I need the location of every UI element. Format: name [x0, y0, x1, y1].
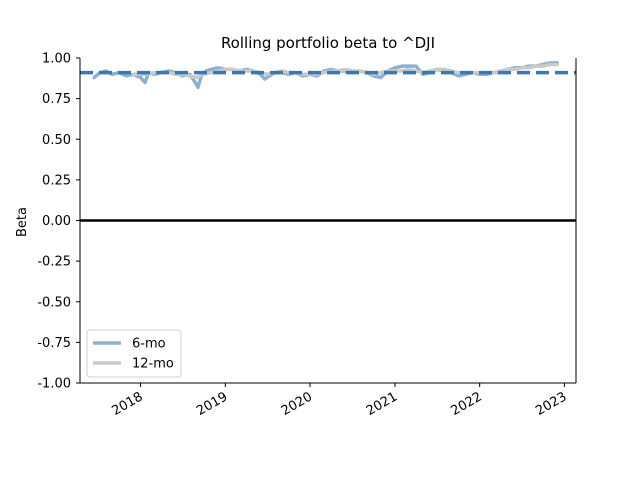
y-tick-label: -0.75 [37, 336, 71, 351]
legend-label-6-mo: 6-mo [132, 337, 166, 352]
x-tick-label: 2019 [194, 389, 230, 419]
y-tick-label: 1.00 [42, 52, 71, 67]
series-layer [92, 61, 559, 90]
y-tick-label: 0.00 [42, 214, 71, 229]
chart-title: Rolling portfolio beta to ^DJI [221, 34, 435, 52]
y-tick-label: 0.25 [42, 173, 71, 188]
series-line-6-mo [92, 61, 559, 90]
x-tick-label: 2020 [279, 389, 315, 419]
legend: 6-mo 12-mo [86, 329, 182, 378]
x-axis-ticks: 2018 2019 2020 2021 2022 2023 [109, 383, 569, 419]
legend-label-12-mo: 12-mo [132, 357, 174, 372]
x-tick-label: 2023 [533, 389, 569, 419]
x-tick-label: 2022 [449, 389, 485, 419]
y-tick-label: -1.00 [37, 377, 71, 392]
y-tick-label: -0.50 [37, 295, 71, 310]
y-axis-ticks: -1.00 -0.75 -0.50 -0.25 0.00 0.25 0.50 0.75 1.00 [37, 52, 80, 392]
y-axis-label: Beta [15, 207, 30, 237]
y-tick-label: 0.50 [42, 133, 71, 148]
y-tick-label: 0.75 [42, 92, 71, 107]
y-tick-label: -0.25 [37, 255, 71, 270]
x-tick-label: 2021 [364, 389, 400, 419]
reference-lines [80, 70, 576, 222]
x-tick-label: 2018 [109, 389, 145, 419]
